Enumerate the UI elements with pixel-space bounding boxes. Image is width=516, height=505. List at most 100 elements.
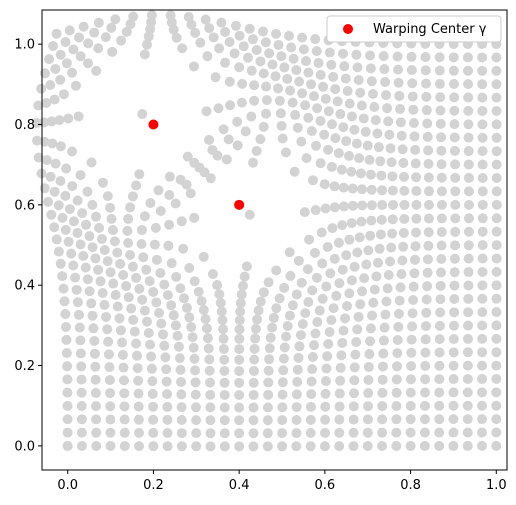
grid-point [448, 400, 459, 411]
grid-point [424, 199, 435, 210]
warping-center-point [234, 199, 245, 210]
grid-point [491, 240, 502, 251]
grid-point [170, 198, 181, 209]
grid-point [214, 289, 225, 300]
grid-point [200, 314, 211, 325]
grid-point [491, 106, 502, 117]
grid-point [288, 53, 299, 64]
grid-point [477, 52, 488, 63]
grid-point [406, 51, 417, 62]
grid-point [139, 211, 150, 222]
grid-point [137, 294, 148, 305]
x-tick-label: 0.8 [400, 478, 421, 493]
grid-point [232, 116, 243, 127]
grid-point [142, 39, 153, 50]
grid-point [248, 157, 259, 168]
grid-point [255, 134, 266, 145]
grid-point [361, 259, 372, 270]
grid-point [335, 362, 346, 373]
grid-point [147, 388, 158, 399]
grid-point [123, 213, 134, 224]
grid-point [234, 344, 245, 355]
grid-point [238, 41, 249, 52]
grid-point [316, 227, 327, 238]
x-axis: 0.0 0.2 0.4 0.6 0.8 1.0 [57, 470, 507, 493]
grid-point [103, 349, 114, 360]
grid-point [477, 373, 488, 384]
grid-point [395, 117, 406, 128]
grid-point [234, 377, 245, 388]
grid-point [366, 184, 377, 195]
grid-point [353, 311, 364, 322]
grid-point [121, 281, 132, 292]
grid-point [351, 49, 362, 60]
grid-point [391, 414, 402, 425]
grid-point [477, 360, 488, 371]
y-tick-label: 0.6 [14, 198, 35, 213]
grid-point [477, 387, 488, 398]
grid-point [219, 389, 230, 400]
grid-point [463, 199, 474, 210]
grid-point [236, 97, 247, 108]
grid-point [73, 309, 84, 320]
grid-point [241, 261, 252, 272]
grid-point [264, 48, 275, 59]
grid-point [463, 293, 474, 304]
grid-point [49, 186, 60, 197]
grid-point [320, 93, 331, 104]
grid-point [51, 28, 62, 39]
grid-point [102, 191, 113, 202]
grid-point [221, 154, 232, 165]
grid-point [273, 83, 284, 94]
grid-point [123, 237, 134, 248]
grid-point [463, 132, 474, 143]
grid-point [149, 239, 160, 250]
grid-point [166, 300, 177, 311]
grid-point [186, 19, 197, 30]
grid-point [261, 95, 272, 106]
grid-point [423, 186, 434, 197]
grid-point [421, 91, 432, 102]
grid-point [229, 48, 240, 59]
grid-point [62, 374, 73, 385]
grid-point [175, 283, 186, 294]
grid-point [82, 274, 93, 285]
grid-point [463, 267, 474, 278]
legend-box [326, 15, 502, 43]
grid-point [76, 414, 87, 425]
grid-point [90, 211, 101, 222]
grid-point [491, 333, 502, 344]
grid-point [294, 76, 305, 87]
grid-point [387, 214, 398, 225]
grid-point [253, 305, 264, 316]
grid-point [277, 402, 288, 413]
grid-point [436, 186, 447, 197]
grid-point [317, 258, 328, 269]
grid-point [218, 324, 229, 335]
grid-point [377, 200, 388, 211]
grid-point [78, 21, 89, 32]
grid-point [202, 333, 213, 344]
grid-point [491, 146, 502, 157]
grid-point [74, 32, 85, 43]
grid-point [77, 208, 88, 219]
grid-point [311, 272, 322, 283]
grid-point [55, 141, 66, 152]
legend-label: Warping Center γ [373, 22, 487, 37]
grid-point [248, 441, 259, 452]
grid-point [491, 119, 502, 130]
grid-point [382, 283, 393, 294]
grid-point [264, 343, 275, 354]
grid-point [320, 376, 331, 387]
grid-point [385, 143, 396, 154]
grid-point [176, 415, 187, 426]
grid-point [248, 428, 259, 439]
grid-point [195, 37, 206, 48]
grid-point [72, 297, 83, 308]
grid-point [176, 216, 187, 227]
grid-point [359, 273, 370, 284]
grid-point [463, 146, 474, 157]
grid-point [410, 158, 421, 169]
grid-point [449, 105, 460, 116]
